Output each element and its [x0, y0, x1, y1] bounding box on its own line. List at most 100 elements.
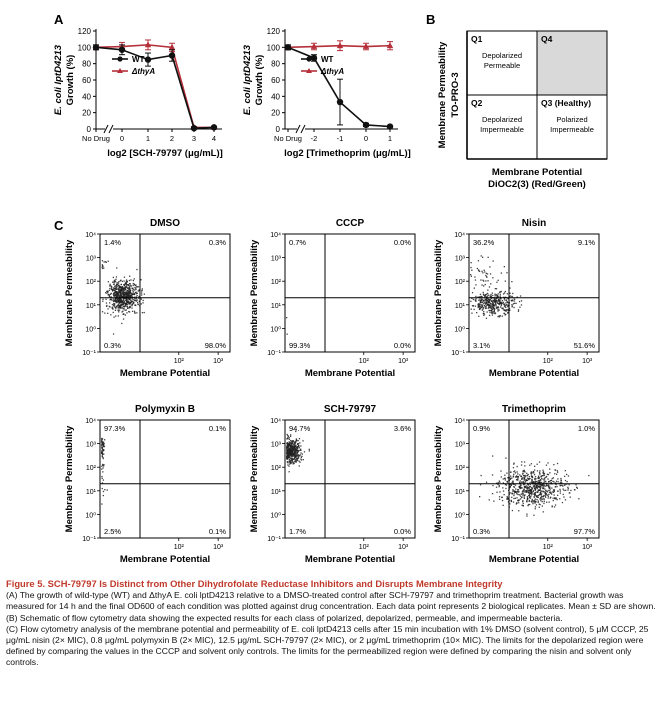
event-dot: [101, 264, 103, 266]
event-dot: [526, 488, 528, 490]
event-dot: [542, 471, 545, 473]
event-dot: [488, 301, 491, 304]
event-dot: [499, 299, 501, 301]
event-dot: [131, 307, 133, 309]
event-dot: [294, 461, 297, 463]
event-dot: [522, 470, 524, 473]
event-dot: [126, 298, 128, 300]
event-dot: [502, 487, 504, 489]
event-dot: [483, 300, 485, 302]
event-dot: [561, 482, 563, 484]
event-dot: [113, 289, 115, 291]
event-dot: [553, 494, 555, 496]
event-dot: [289, 461, 291, 463]
event-dot: [137, 286, 140, 288]
event-dot: [516, 492, 518, 494]
event-dot: [121, 307, 124, 309]
event-dot: [289, 446, 292, 449]
event-dot: [286, 447, 288, 450]
event-dot: [541, 475, 543, 477]
event-dot: [554, 504, 557, 506]
event-dot: [107, 308, 109, 310]
event-dot: [534, 489, 536, 491]
event-dot: [534, 484, 536, 487]
event-dot: [538, 479, 541, 482]
event-dot: [117, 309, 119, 312]
event-dot: [517, 476, 519, 479]
event-dot: [547, 497, 549, 499]
event-dot: [480, 299, 482, 301]
event-dot: [521, 481, 523, 483]
event-dot: [126, 293, 128, 296]
event-dot: [533, 496, 535, 498]
event-dot: [548, 480, 550, 483]
event-dot: [298, 450, 300, 452]
event-dot: [113, 283, 115, 285]
event-dot: [521, 497, 523, 499]
event-dot: [517, 310, 520, 312]
event-dot: [498, 300, 500, 302]
event-dot: [504, 474, 506, 476]
event-dot: [527, 483, 529, 485]
event-dot: [123, 297, 126, 299]
event-dot: [510, 484, 512, 486]
event-dot: [534, 476, 537, 478]
y-tick-label: 10⁴: [454, 232, 465, 239]
event-dot: [113, 316, 115, 318]
event-dot: [470, 308, 472, 310]
event-dot: [118, 295, 120, 297]
event-dot: [522, 500, 524, 502]
event-dot: [528, 500, 530, 502]
event-dot: [511, 281, 513, 283]
event-dot: [287, 449, 289, 451]
event-dot: [102, 300, 104, 302]
event-dot: [532, 500, 534, 502]
figure-caption: Figure 5. SCH-79797 Is Distinct from Oth…: [6, 578, 656, 669]
data-point-thya: [362, 42, 370, 49]
event-dot: [131, 295, 133, 298]
event-dot: [513, 486, 515, 488]
schematic-quadrant-desc: Impermeable: [480, 125, 524, 134]
event-dot: [111, 307, 113, 309]
event-dot: [295, 444, 297, 446]
event-dot: [494, 299, 497, 301]
event-dot: [570, 489, 572, 492]
event-dot: [111, 287, 113, 289]
event-dot: [504, 479, 506, 481]
event-dot: [525, 487, 527, 489]
event-dot: [497, 306, 499, 308]
quadrant-percent-q3: 98.0%: [205, 341, 227, 350]
event-dot: [543, 474, 545, 477]
x-tick-label: -2: [311, 134, 318, 143]
event-dot: [486, 299, 488, 302]
event-dot: [561, 501, 564, 504]
event-dot: [515, 476, 518, 478]
event-dot: [102, 298, 104, 300]
event-dot: [551, 505, 553, 507]
event-dot: [102, 265, 104, 268]
event-dot: [119, 280, 121, 282]
event-dot: [507, 312, 509, 314]
event-dot: [115, 315, 117, 317]
event-dot: [124, 293, 126, 295]
event-dot: [112, 298, 114, 300]
event-dot: [122, 293, 124, 295]
event-dot: [499, 491, 501, 493]
event-dot: [498, 299, 500, 301]
event-dot: [569, 496, 571, 498]
event-dot: [308, 450, 310, 452]
event-dot: [557, 481, 559, 483]
event-dot: [575, 484, 577, 486]
event-dot: [288, 437, 290, 439]
event-dot: [557, 478, 559, 480]
event-dot: [103, 261, 105, 263]
event-dot: [115, 294, 117, 296]
event-dot: [102, 490, 105, 493]
event-dot: [530, 471, 532, 473]
event-dot: [536, 499, 538, 501]
event-dot: [543, 498, 545, 500]
event-dot: [528, 492, 530, 494]
event-dot: [294, 456, 296, 458]
